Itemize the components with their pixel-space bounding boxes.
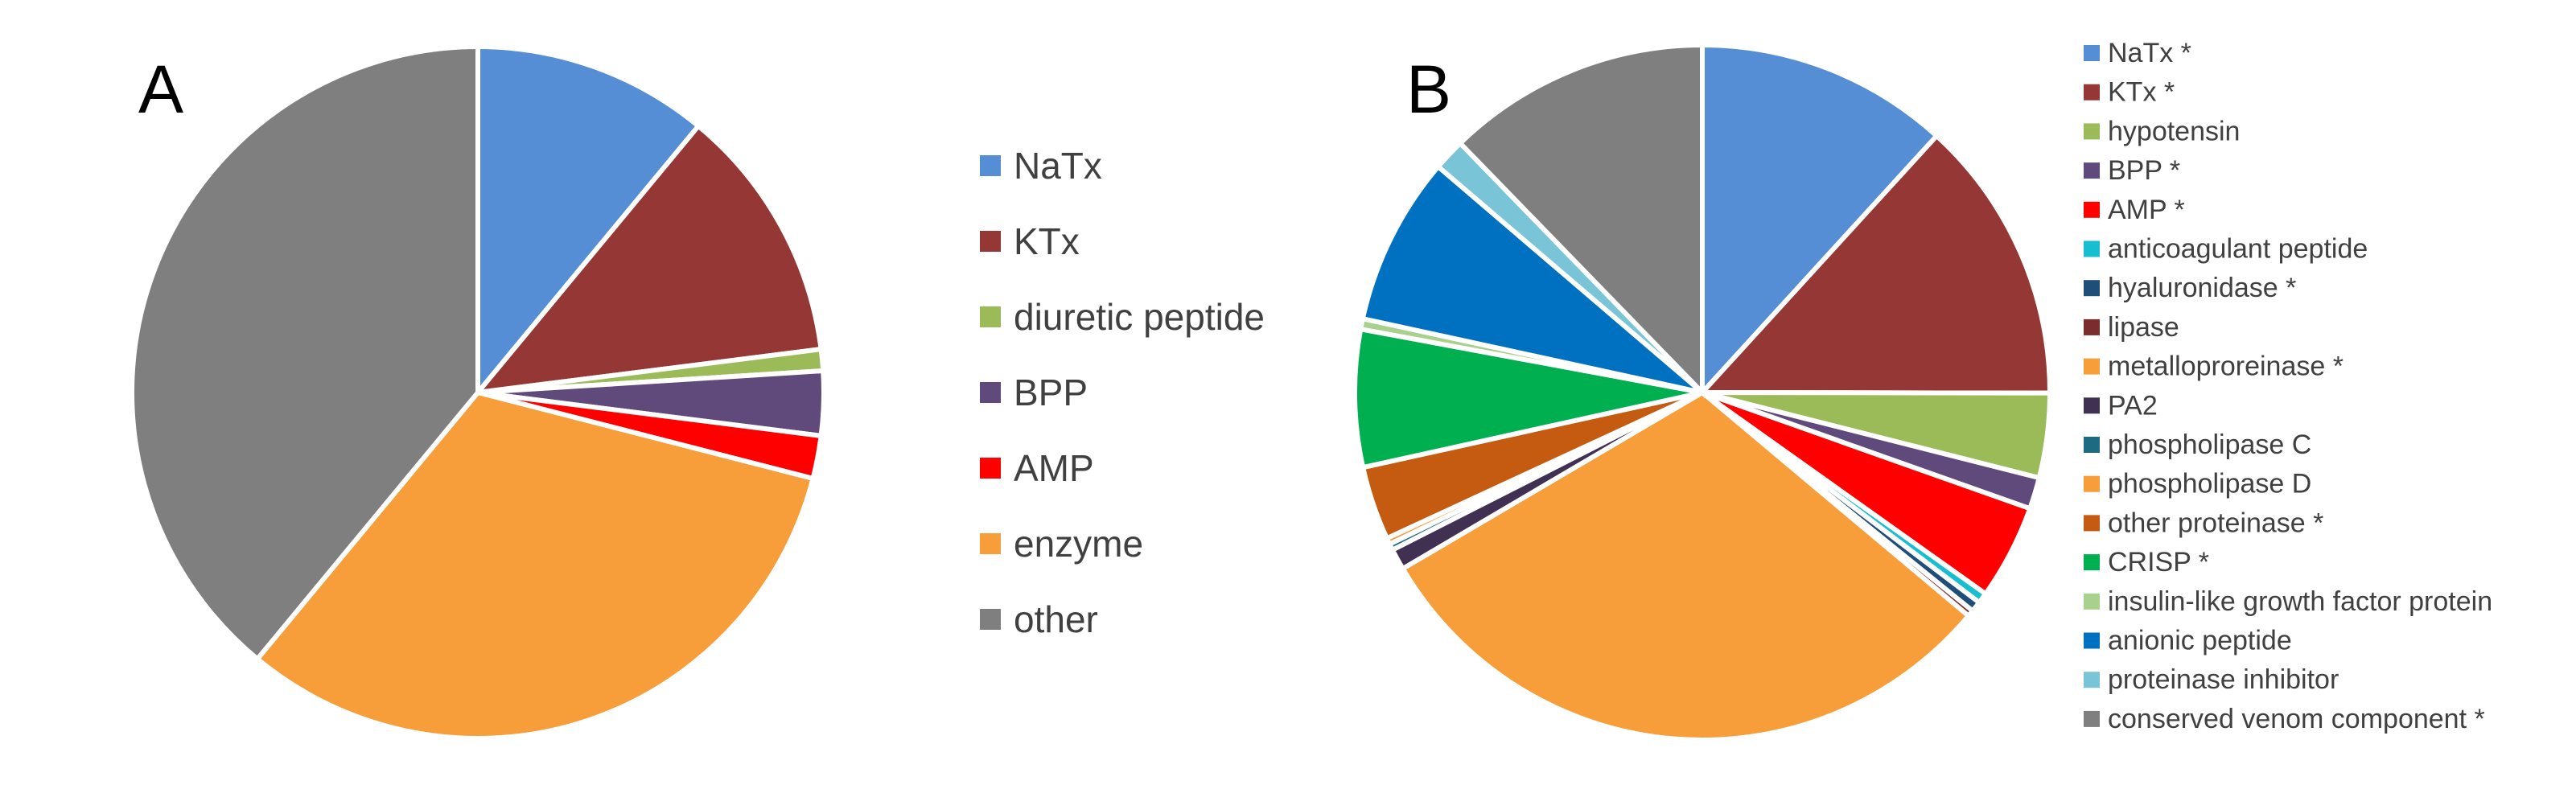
- legend-b-swatch-natx: [2084, 45, 2100, 61]
- legend-b-swatch-conserved-venom-component: [2084, 710, 2100, 727]
- legend-b-swatch-amp: [2084, 201, 2100, 218]
- legend-a: NaTx KTx diuretic peptide BPP AMP enzyme other: [980, 145, 1265, 640]
- legend-b-swatch-hyaluronidase: [2084, 280, 2100, 297]
- legend-b-swatch-metalloproreinase: [2084, 358, 2100, 375]
- legend-b-label-lipase: lipase: [2108, 312, 2179, 343]
- pie-chart-a: [130, 43, 826, 741]
- legend-a-swatch-natx: [980, 155, 1001, 176]
- legend-b-swatch-insulin-like-growth-factor-protein: [2084, 593, 2100, 610]
- pie-b-slice-crisp: [1352, 326, 1703, 471]
- pie-b-slice-natx: [1700, 42, 1940, 399]
- legend-b-label-amp: AMP *: [2108, 195, 2185, 225]
- pie-b-slice-conserved-venom-component: [1456, 42, 1705, 399]
- legend-b-swatch-anticoagulant-peptide: [2084, 240, 2100, 257]
- legend-b-swatch-bpp: [2084, 162, 2100, 179]
- legend-b-swatch-other-proteinase: [2084, 515, 2100, 532]
- legend-a-label-ktx: KTx: [1014, 220, 1080, 262]
- legend-a-label-amp: AMP: [1014, 447, 1094, 489]
- legend-b: NaTx * KTx * hypotensin BPP * AMP * anticoagu…: [2084, 38, 2492, 734]
- legend-a-label-natx: NaTx: [1014, 145, 1102, 187]
- legend-b-label-phospholipase-d: phospholipase D: [2108, 469, 2311, 499]
- panel-label-a: A: [138, 51, 183, 127]
- legend-b-label-conserved-venom-component: conserved venom component *: [2108, 704, 2485, 734]
- pie-a-slice-other: [130, 43, 480, 663]
- legend-b-label-hyaluronidase: hyaluronidase *: [2108, 273, 2296, 303]
- legend-a-label-diuretic-peptide: diuretic peptide: [1014, 296, 1265, 338]
- legend-b-label-natx: NaTx *: [2108, 38, 2191, 68]
- legend-b-label-crisp: CRISP *: [2108, 547, 2209, 577]
- legend-b-swatch-proteinase-inhibitor: [2084, 672, 2100, 688]
- pie-chart-b: [1352, 42, 2053, 742]
- legend-a-swatch-bpp: [980, 382, 1001, 403]
- legend-a-swatch-diuretic-peptide: [980, 306, 1001, 327]
- legend-b-label-anticoagulant-peptide: anticoagulant peptide: [2108, 234, 2368, 265]
- legend-b-label-insulin-like-growth-factor-protein: insulin-like growth factor protein: [2108, 586, 2492, 617]
- legend-b-swatch-lipase: [2084, 319, 2100, 335]
- legend-b-swatch-phospholipase-c: [2084, 437, 2100, 453]
- legend-b-label-metalloproreinase: metalloproreinase *: [2108, 351, 2344, 382]
- legend-a-swatch-other: [980, 609, 1001, 630]
- legend-b-swatch-pa2: [2084, 397, 2100, 414]
- legend-a-swatch-enzyme: [980, 533, 1001, 554]
- legend-a-label-bpp: BPP: [1014, 372, 1088, 413]
- legend-a-swatch-ktx: [980, 231, 1001, 252]
- legend-a-label-other: other: [1014, 598, 1098, 640]
- pie-b-slice-metalloproreinase: [1399, 389, 1973, 742]
- legend-b-swatch-phospholipase-d: [2084, 475, 2100, 492]
- legend-b-label-hypotensin: hypotensin: [2108, 116, 2240, 146]
- legend-b-label-phospholipase-c: phospholipase C: [2108, 429, 2311, 460]
- legend-b-swatch-anionic-peptide: [2084, 632, 2100, 649]
- legend-b-label-ktx: KTx *: [2108, 77, 2175, 108]
- legend-b-swatch-crisp: [2084, 554, 2100, 571]
- pie-b-slice-anionic-peptide: [1360, 162, 1704, 395]
- legend-b-label-pa2: PA2: [2108, 390, 2158, 421]
- legend-b-swatch-ktx: [2084, 84, 2100, 101]
- pie-a-slice-natx: [475, 43, 702, 400]
- legend-b-label-other-proteinase: other proteinase *: [2108, 508, 2323, 538]
- legend-b-label-bpp: BPP *: [2108, 155, 2180, 186]
- legend-b-label-anionic-peptide: anionic peptide: [2108, 626, 2292, 656]
- pie-a-slice-enzyme: [253, 389, 817, 741]
- legend-a-swatch-amp: [980, 458, 1001, 479]
- legend-b-swatch-hypotensin: [2084, 123, 2100, 140]
- legend-b-label-proteinase-inhibitor: proteinase inhibitor: [2108, 664, 2339, 695]
- legend-a-label-enzyme: enzyme: [1014, 523, 1143, 565]
- pie-a-slice-ktx: [471, 122, 824, 396]
- pie-b-slice-ktx: [1697, 132, 2053, 396]
- panel-label-b: B: [1406, 51, 1451, 127]
